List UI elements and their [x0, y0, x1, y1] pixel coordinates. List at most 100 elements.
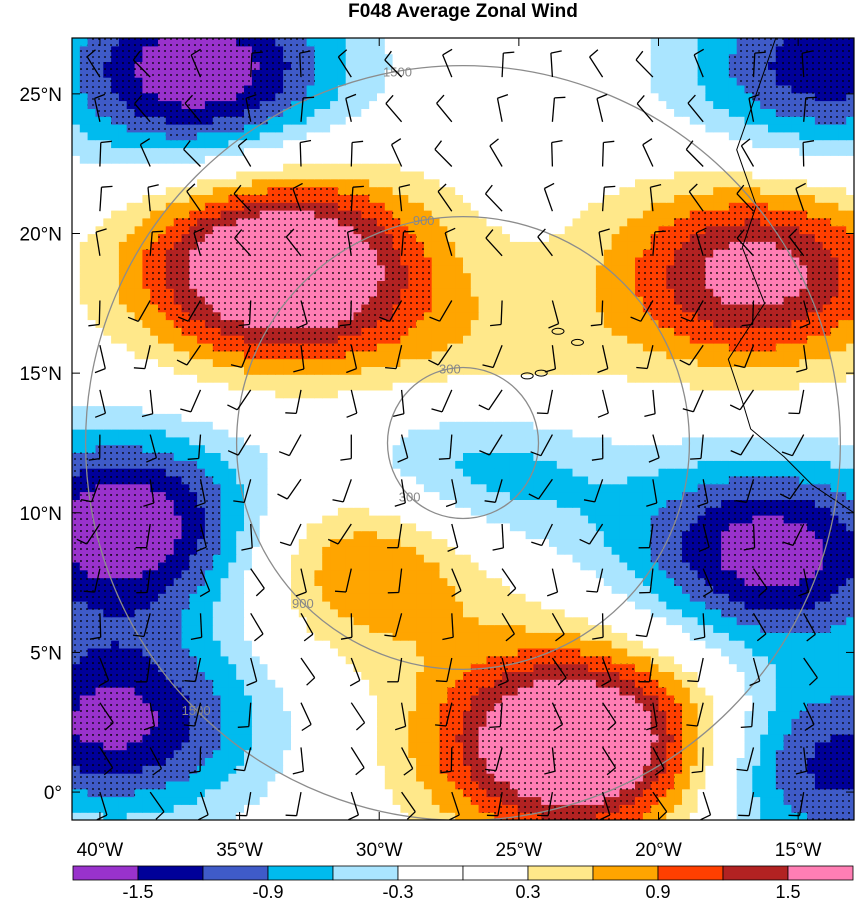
field-cell [197, 640, 205, 648]
field-cell [307, 492, 315, 500]
field-cell [228, 718, 236, 726]
field-cell [330, 507, 338, 515]
field-cell [228, 687, 236, 695]
field-cell [393, 601, 401, 609]
field-cell [174, 453, 182, 461]
field-cell [252, 468, 260, 476]
field-cell [526, 429, 534, 437]
field-cell [283, 476, 291, 484]
field-cell [338, 750, 346, 758]
field-cell [729, 726, 737, 734]
field-cell [236, 507, 244, 515]
field-cell [479, 531, 487, 539]
field-cell [228, 585, 236, 593]
field-cell [729, 804, 737, 812]
field-cell [760, 773, 768, 781]
field-cell [268, 726, 276, 734]
field-cell [573, 570, 581, 578]
field-cell [682, 781, 690, 789]
field-cell [776, 671, 784, 679]
field-cell [354, 687, 362, 695]
field-cell [314, 499, 322, 507]
field-cell [252, 734, 260, 742]
field-cell [823, 437, 831, 445]
field-cell [580, 507, 588, 515]
field-cell [338, 695, 346, 703]
field-cell [221, 718, 229, 726]
field-cell [612, 437, 620, 445]
field-cell [565, 445, 573, 453]
field-cell [283, 507, 291, 515]
field-cell [799, 632, 807, 640]
field-cell [275, 734, 283, 742]
field-cell [674, 648, 682, 656]
field-cell [729, 742, 737, 750]
field-cell [768, 453, 776, 461]
field-cell [510, 554, 518, 562]
field-cell [721, 632, 729, 640]
field-cell [385, 671, 393, 679]
field-cell [361, 812, 369, 820]
field-cell [713, 429, 721, 437]
field-cell [252, 711, 260, 719]
field-cell [831, 640, 839, 648]
field-cell [580, 585, 588, 593]
field-cell [651, 671, 659, 679]
field-cell [416, 632, 424, 640]
field-cell [103, 797, 111, 805]
field-cell [831, 445, 839, 453]
field-cell [275, 804, 283, 812]
field-cell [627, 609, 635, 617]
field-cell [260, 648, 268, 656]
field-cell [432, 742, 440, 750]
field-cell [729, 453, 737, 461]
field-cell [354, 437, 362, 445]
field-cell [283, 797, 291, 805]
field-cell [612, 562, 620, 570]
field-cell [627, 492, 635, 500]
field-cell [580, 445, 588, 453]
field-cell [737, 671, 745, 679]
field-cell [588, 484, 596, 492]
field-cell [393, 711, 401, 719]
field-cell [393, 593, 401, 601]
field-cell [400, 632, 408, 640]
field-cell [205, 765, 213, 773]
field-cell [784, 437, 792, 445]
field-cell [330, 648, 338, 656]
field-cell [471, 554, 479, 562]
field-cell [455, 492, 463, 500]
field-cell [729, 664, 737, 672]
field-cell [518, 609, 526, 617]
field-cell [494, 531, 502, 539]
field-cell [682, 601, 690, 609]
field-cell [737, 742, 745, 750]
field-cell [846, 476, 854, 484]
field-cell [549, 445, 557, 453]
field-cell [440, 781, 448, 789]
field-cell [338, 687, 346, 695]
field-cell [666, 617, 674, 625]
field-cell [385, 539, 393, 547]
field-cell [619, 632, 627, 640]
field-cell [291, 578, 299, 586]
field-cell [479, 656, 487, 664]
field-cell [354, 507, 362, 515]
field-cell [174, 437, 182, 445]
field-cell [268, 546, 276, 554]
field-cell [752, 648, 760, 656]
field-cell [228, 671, 236, 679]
field-cell [533, 523, 541, 531]
field-cell [799, 671, 807, 679]
field-cell [354, 476, 362, 484]
field-cell [604, 617, 612, 625]
field-cell [494, 578, 502, 586]
field-cell [713, 617, 721, 625]
field-cell [557, 445, 565, 453]
field-cell [393, 773, 401, 781]
field-cell [573, 484, 581, 492]
field-cell [127, 804, 135, 812]
field-cell [518, 507, 526, 515]
field-cell [510, 570, 518, 578]
field-cell [205, 468, 213, 476]
